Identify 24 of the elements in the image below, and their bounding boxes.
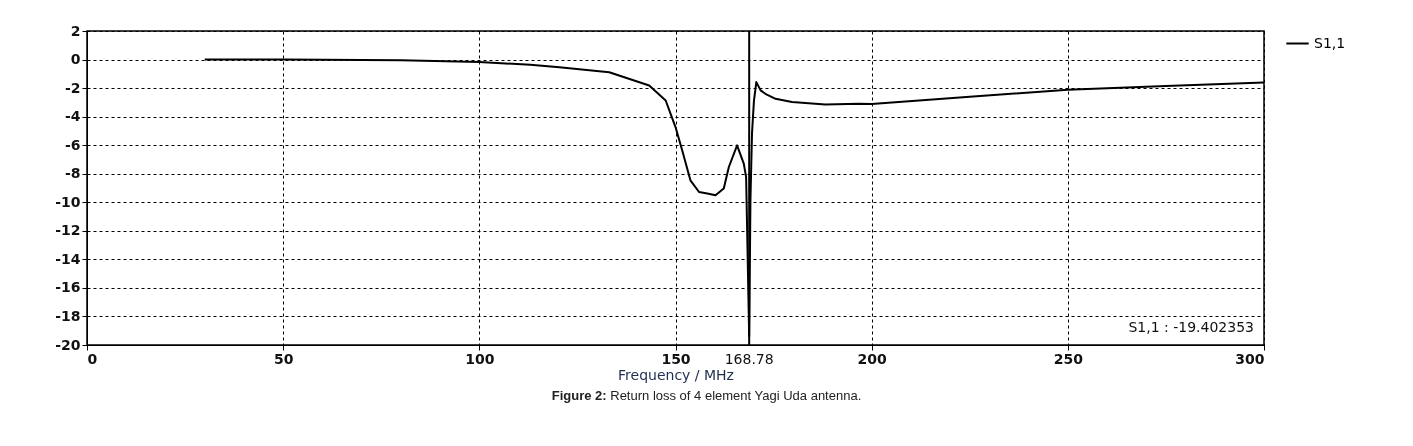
caption: Figure 2: Return loss of 4 element Yagi Uda antenna.: [550, 388, 863, 403]
y-tick-label: -6: [64, 136, 81, 153]
x-tick-label: 200: [857, 350, 888, 367]
y-tick-label: -8: [64, 165, 81, 182]
x-tick-label: 150: [661, 350, 691, 367]
y-tick-label: -16: [55, 279, 81, 296]
x-tick-label: 0: [87, 350, 98, 367]
y-tick-label: -20: [55, 336, 81, 353]
y-tick-label: -12: [55, 222, 81, 239]
x-tick-label: 250: [1053, 350, 1084, 367]
y-tick-label: -18: [55, 307, 81, 324]
ref-line-label: 168.78: [724, 351, 774, 367]
y-tick-label: -10: [55, 193, 81, 210]
y-tick-label: 2: [70, 22, 81, 39]
x-axis-title: Frequency / MHz: [618, 366, 734, 383]
y-tick-label: 0: [70, 51, 81, 68]
x-tick-label: 300: [1235, 350, 1265, 367]
legend-label: S1,1: [1314, 34, 1346, 51]
y-tick-label: -4: [64, 108, 81, 125]
y-tick-label: -14: [55, 250, 81, 267]
annotation: S1,1 : -19.402353: [1128, 319, 1254, 335]
x-tick-label: 100: [465, 350, 495, 367]
y-tick-label: -2: [64, 79, 81, 96]
x-tick-label: 50: [273, 350, 294, 367]
